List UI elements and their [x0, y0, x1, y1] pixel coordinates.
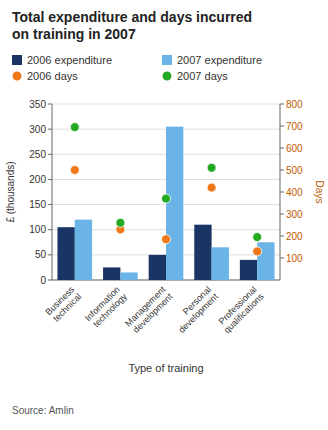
category-label: Professionalqualifications	[215, 284, 266, 335]
tick-label: 300	[286, 209, 303, 220]
source: Source: Amlin	[12, 405, 74, 416]
tick	[48, 154, 52, 155]
dot	[162, 194, 171, 203]
legend-label: 2006 expenditure	[27, 54, 112, 66]
bar	[120, 272, 137, 280]
axis-line	[52, 104, 53, 280]
tick	[280, 170, 284, 171]
tick	[280, 214, 284, 215]
bar	[149, 255, 166, 280]
axes: 0 50 100 150 200 250 300 350 100 200 300 400 500 600 7…	[29, 99, 303, 286]
text-line: development	[131, 291, 175, 335]
tick-label: 150	[29, 199, 46, 210]
tick-label: 0	[40, 275, 46, 286]
tick-label: 200	[29, 174, 46, 185]
grid-line	[52, 104, 280, 105]
bar	[75, 220, 92, 280]
dot	[70, 123, 79, 132]
dot	[253, 233, 262, 242]
tick	[48, 254, 52, 255]
tick-label: 100	[29, 224, 46, 235]
chart: Total expenditure and days incurredon tr…	[0, 0, 328, 430]
category-label: Businesstechnical	[43, 284, 83, 324]
axis-line	[280, 104, 281, 280]
tick-label: 600	[286, 143, 303, 154]
text-line: on training in 2007	[12, 26, 136, 42]
tick	[48, 104, 52, 105]
tick-label: 800	[286, 99, 303, 110]
tick-label: 250	[29, 149, 46, 160]
dot	[207, 163, 216, 172]
tick	[280, 126, 284, 127]
tick	[280, 258, 284, 259]
text-line: technology	[91, 291, 129, 329]
tick-label: 700	[286, 121, 303, 132]
category-label: Informationtechnology	[83, 284, 129, 330]
tick-label: 50	[35, 249, 47, 260]
dot	[70, 166, 79, 175]
legend-label: 2006 days	[27, 70, 78, 82]
bar	[166, 127, 183, 280]
tick	[48, 204, 52, 205]
tick	[48, 129, 52, 130]
bar	[194, 225, 211, 280]
bar	[103, 267, 120, 280]
bar	[212, 247, 229, 280]
title: Total expenditure and days incurredon tr…	[12, 9, 252, 42]
axis-label: £ (thousands)	[5, 161, 16, 222]
marks	[57, 123, 274, 280]
tick	[280, 192, 284, 193]
text-line: qualifications	[222, 291, 266, 335]
tick	[48, 179, 52, 180]
text-line: technical	[51, 291, 83, 323]
legend-swatch	[12, 55, 22, 65]
dot	[116, 218, 125, 227]
tick-label: 200	[286, 231, 303, 242]
text-line: Total expenditure and days incurred	[12, 9, 252, 25]
legend-swatch	[162, 55, 172, 65]
tick	[280, 236, 284, 237]
tick-label: 350	[29, 99, 46, 110]
dot	[207, 183, 216, 192]
bar	[57, 227, 74, 280]
legend: 2006 expenditure 2007 expenditure 2006 day…	[12, 54, 262, 82]
text-line: development	[177, 291, 221, 335]
axis-label: Days	[314, 181, 325, 204]
tick	[48, 280, 52, 281]
tick-label: 500	[286, 165, 303, 176]
tick	[280, 104, 284, 105]
legend-label: 2007 days	[177, 70, 228, 82]
tick-label: 400	[286, 187, 303, 198]
category-label: Personaldevelopment	[169, 284, 220, 335]
category-label: Managementdevelopment	[123, 284, 175, 336]
axis-label: Type of training	[128, 362, 203, 374]
tick-label: 300	[29, 124, 46, 135]
legend-swatch	[163, 72, 172, 81]
tick	[48, 229, 52, 230]
legend-label: 2007 expenditure	[177, 54, 262, 66]
tick-label: 100	[286, 253, 303, 264]
bar	[240, 260, 257, 280]
dot	[253, 247, 262, 256]
tick	[280, 148, 284, 149]
dot	[162, 235, 171, 244]
legend-swatch	[13, 72, 22, 81]
